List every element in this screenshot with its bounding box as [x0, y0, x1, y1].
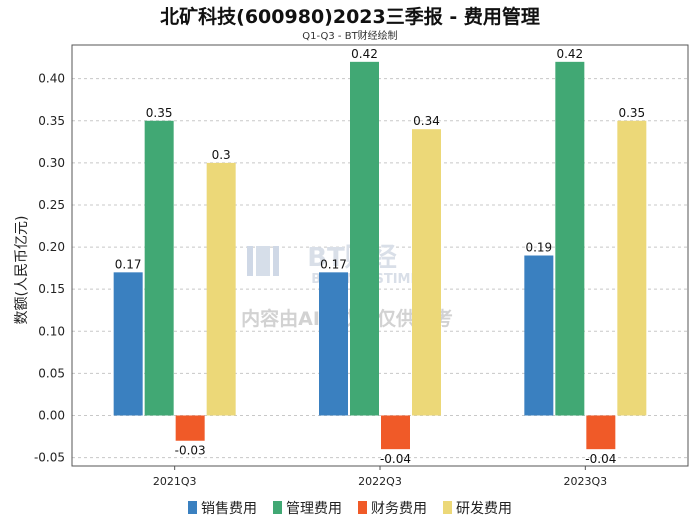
y-tick-label: 0.30	[38, 156, 65, 170]
bar	[555, 61, 585, 416]
axes: -0.05 0.00 0.05 0.10 0.15 0.20 0.25 0.30 0.35 0.4…	[34, 44, 689, 488]
x-tick-label: 2023Q3	[564, 475, 608, 488]
y-tick-label: 0.15	[38, 282, 65, 296]
bar	[319, 272, 348, 416]
y-tick-label: 0.10	[38, 324, 65, 338]
bar	[175, 415, 205, 441]
bar	[144, 120, 174, 416]
data-label: -0.03	[175, 444, 206, 458]
watermark-logo-icon	[247, 246, 279, 276]
x-tick-label: 2021Q3	[153, 475, 197, 488]
chart-title: 北矿科技(600980)2023三季报 - 费用管理	[160, 6, 540, 28]
bar	[617, 120, 647, 416]
bars: 0.17 0.35 -0.03 0.3 0.17 0.42 -0.04 0.34 0.19 0.4…	[113, 47, 647, 466]
chart-subtitle: Q1-Q3 - BT财经绘制	[302, 31, 398, 42]
legend-label: 财务费用	[371, 501, 427, 517]
y-axis-label: 数额(人民币亿元)	[14, 216, 30, 325]
data-label: 0.35	[618, 106, 645, 120]
data-label: 0.19	[525, 241, 552, 255]
legend-swatch	[273, 501, 282, 514]
data-label: 0.34	[413, 114, 440, 128]
data-label: -0.04	[380, 452, 411, 466]
data-label: 0.17	[320, 257, 347, 271]
bar	[206, 162, 236, 416]
legend-swatch	[188, 501, 197, 514]
legend-swatch	[443, 501, 452, 514]
legend: 销售费用 管理费用 财务费用 研发费用	[188, 501, 512, 517]
legend-label: 管理费用	[286, 501, 342, 517]
y-tick-label: 0.40	[38, 72, 65, 86]
y-tick-label: 0.00	[38, 408, 65, 422]
bar	[381, 415, 410, 450]
bar	[524, 255, 554, 416]
y-tick-label: 0.20	[38, 240, 65, 254]
data-label: 0.42	[351, 47, 378, 61]
y-tick-label: 0.35	[38, 114, 65, 128]
bar	[350, 61, 379, 416]
legend-swatch	[358, 501, 367, 514]
data-label: 0.3	[212, 148, 231, 162]
bar	[412, 129, 441, 416]
data-label: -0.04	[585, 452, 616, 466]
y-tick-label: 0.05	[38, 366, 65, 380]
x-tick-label: 2022Q3	[358, 475, 402, 488]
legend-label: 研发费用	[456, 501, 512, 517]
data-label: 0.17	[115, 257, 142, 271]
legend-label: 销售费用	[201, 501, 257, 517]
y-tick-label: 0.25	[38, 198, 65, 212]
bar	[586, 415, 616, 450]
y-tick-label: -0.05	[34, 451, 65, 465]
data-label: 0.35	[146, 106, 173, 120]
plot-frame	[71, 44, 689, 467]
bar	[113, 272, 143, 416]
grid-lines	[72, 78, 688, 459]
data-label: 0.42	[556, 47, 583, 61]
